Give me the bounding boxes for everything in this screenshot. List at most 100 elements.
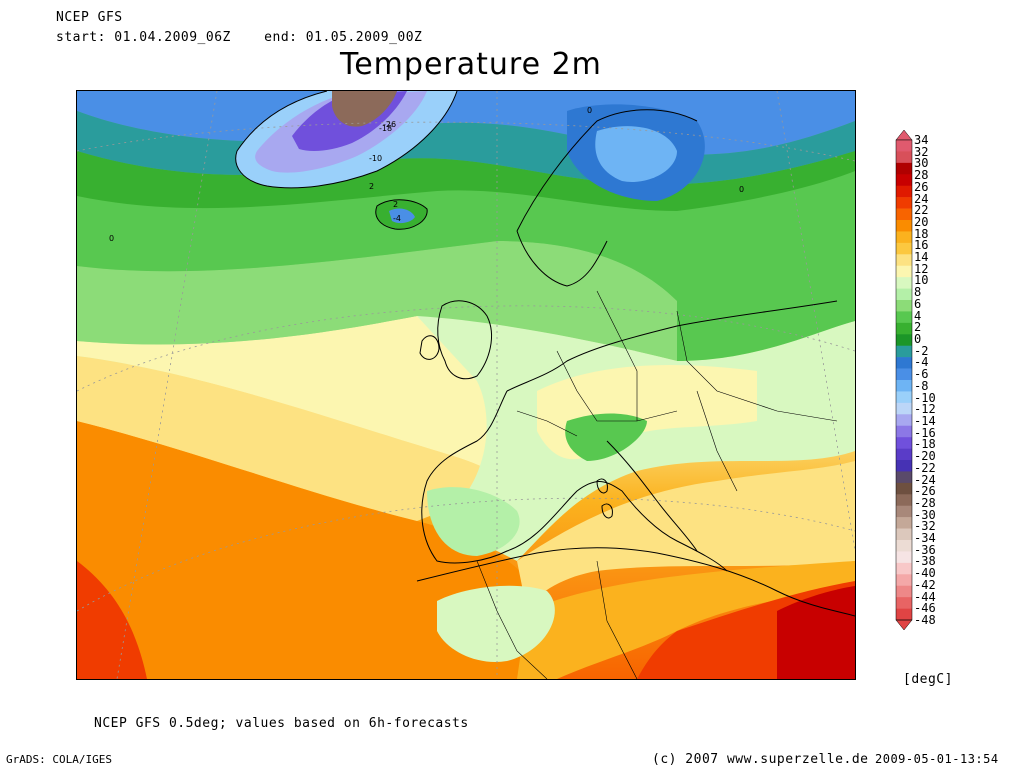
legend-level-label: 8 (914, 285, 922, 300)
scandinavia-coast (516, 109, 698, 287)
legend-level-label: -32 (914, 519, 936, 534)
contour-label: -18 (379, 124, 392, 133)
north-green (77, 171, 855, 361)
contour-label: 0 (109, 234, 114, 243)
color-legend: 34 32 30 28 26 24 22 20 18 16 14 12 10 8 6 4 2 0 -2 -4 -6 -8-… (894, 130, 964, 630)
legend-level-label: -26 (914, 484, 936, 499)
temperature-map: 0 0 0 2 2 -10 -18 -26 -4 (76, 90, 856, 680)
legend-swatch (896, 585, 912, 598)
legend-swatch (896, 368, 912, 381)
legend-level-label: 0 (914, 332, 922, 347)
legend-swatch (896, 574, 912, 587)
legend-swatch (896, 197, 912, 209)
legend-level-label: 6 (914, 296, 922, 311)
legend-swatch (896, 414, 912, 427)
contour-label: 2 (393, 200, 398, 209)
atlas-green (437, 585, 555, 662)
legend-arrow-top (895, 130, 913, 141)
country-borders (476, 290, 838, 679)
legend-swatch (896, 448, 912, 461)
legend-swatch (896, 162, 912, 175)
mediterranean-orange (517, 561, 855, 679)
legend-level-label: 20 (914, 214, 929, 229)
legend-level-label: -36 (914, 542, 936, 557)
legend-level-label: -38 (914, 554, 936, 569)
legend-swatch (896, 391, 912, 404)
legend-swatch (896, 140, 912, 152)
legend-swatch (896, 265, 912, 278)
north-africa-coast (416, 547, 855, 617)
legend-swatch (896, 437, 912, 449)
mediterranean-islands (596, 478, 613, 519)
continent-coast (421, 300, 838, 572)
legend-swatch (896, 608, 912, 621)
legend-swatch (896, 528, 912, 541)
legend-level-label: -2 (914, 343, 929, 358)
legend-level-label: -14 (914, 413, 936, 428)
legend-level-label: -22 (914, 460, 936, 475)
legend-level-label: -28 (914, 495, 936, 510)
legend-level-label: -6 (914, 367, 929, 382)
legend-swatch (896, 380, 912, 392)
legend-level-label: -20 (914, 449, 936, 464)
legend-swatch (896, 562, 912, 575)
warm-band-deep-orange (77, 561, 147, 679)
legend-level-label: -8 (914, 378, 929, 393)
timestamp: 2009-05-01-13:54 (875, 752, 999, 766)
legend-swatch (896, 540, 912, 552)
legend-swatch (896, 311, 912, 324)
legend-swatch (896, 254, 912, 267)
legend-level-label: 16 (914, 238, 929, 253)
legend-swatch (896, 517, 912, 529)
legend-level-label: 14 (914, 250, 929, 265)
legend-level-label: 4 (914, 308, 922, 323)
copyright-credit: (c) 2007 www.superzelle.de (652, 752, 869, 767)
legend-level-label: 24 (914, 191, 929, 206)
warm-band-orange (77, 421, 537, 679)
iceland-cold (389, 208, 415, 224)
legend-level-label: 30 (914, 156, 929, 171)
legend-swatch (896, 482, 912, 495)
legend-arrow-bottom (895, 619, 913, 630)
run-period: start: 01.04.2009_06Z end: 01.05.2009_00… (56, 30, 423, 45)
legend-level-label: -12 (914, 402, 936, 417)
legend-level-label: -34 (914, 531, 936, 546)
software-credit: GrADS: COLA/IGES (6, 753, 112, 766)
legend-level-label: -40 (914, 566, 936, 581)
legend-level-label: 28 (914, 168, 929, 183)
legend-level-label: 12 (914, 261, 929, 276)
africa-red (777, 586, 855, 679)
contour-label: -26 (383, 120, 396, 129)
legend-swatch (896, 494, 912, 507)
alps-green (565, 413, 647, 461)
british-isles-coast (419, 300, 493, 380)
model-name: NCEP GFS (56, 10, 123, 25)
contour-label: 0 (587, 106, 592, 115)
legend-level-label: 26 (914, 179, 929, 194)
legend-level-label: -44 (914, 589, 936, 604)
contour-label: -10 (369, 154, 382, 163)
legend-level-label: -46 (914, 601, 936, 616)
legend-level-label: -10 (914, 390, 936, 405)
legend-swatch (896, 597, 912, 609)
legend-level-label: -48 (914, 613, 936, 627)
legend-swatch (896, 505, 912, 518)
legend-level-label: 10 (914, 273, 929, 288)
legend-swatch (896, 288, 912, 301)
legend-swatch (896, 551, 912, 564)
legend-swatch (896, 208, 912, 221)
legend-swatch (896, 471, 912, 484)
legend-swatch (896, 151, 912, 164)
contour-label: -4 (393, 214, 401, 223)
legend-swatch (896, 425, 912, 438)
legend-level-label: 2 (914, 320, 922, 335)
greenland-coast (235, 91, 458, 189)
legend-swatch (896, 345, 912, 358)
iceland-coast (375, 199, 428, 230)
source-note: NCEP GFS 0.5deg; values based on 6h-fore… (94, 716, 469, 731)
atlantic-pale-band (77, 316, 507, 486)
legend-level-label: 22 (914, 203, 929, 218)
legend-swatch (896, 185, 912, 198)
legend-level-label: 32 (914, 144, 929, 159)
legend-level-label: -18 (914, 437, 936, 452)
